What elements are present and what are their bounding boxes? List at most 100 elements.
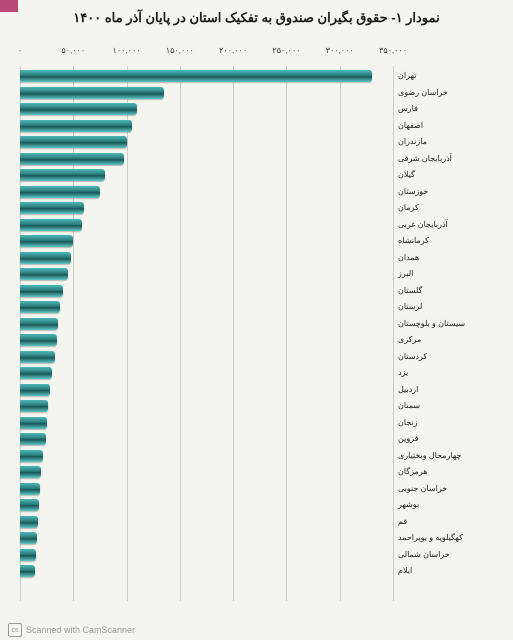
bar-label: یزد xyxy=(398,365,408,382)
bar xyxy=(20,252,71,264)
bar xyxy=(20,285,63,297)
corner-accent xyxy=(0,0,18,12)
bar-row: کردستان xyxy=(20,349,393,366)
x-tick: ۵۰,۰۰۰ xyxy=(61,46,85,55)
bar xyxy=(20,103,137,115)
bar xyxy=(20,450,43,462)
bar xyxy=(20,532,37,544)
bar-label: ایلام xyxy=(398,563,412,580)
bar-label: اصفهان xyxy=(398,118,423,135)
bar xyxy=(20,433,46,445)
bar-label: کرمان xyxy=(398,200,419,217)
bar-row: آذربایجان غربی xyxy=(20,217,393,234)
bar-row: همدان xyxy=(20,250,393,267)
bar xyxy=(20,466,41,478)
bar xyxy=(20,565,35,577)
x-tick: ۱۵۰,۰۰۰ xyxy=(166,46,194,55)
bar xyxy=(20,268,68,280)
bar-label: گیلان xyxy=(398,167,415,184)
bar xyxy=(20,169,105,181)
bar-row: اصفهان xyxy=(20,118,393,135)
bar-row: اردبیل xyxy=(20,382,393,399)
x-tick: ۰ xyxy=(18,46,22,55)
bar-label: گلستان xyxy=(398,283,422,300)
bar xyxy=(20,417,47,429)
bar-row: خراسان شمالی xyxy=(20,547,393,564)
bar xyxy=(20,549,36,561)
bar-row: یزد xyxy=(20,365,393,382)
bar xyxy=(20,499,39,511)
bar-label: قزوین xyxy=(398,431,418,448)
bar-label: خوزستان xyxy=(398,184,428,201)
bar-label: کردستان xyxy=(398,349,427,366)
bar-label: سمنان xyxy=(398,398,420,415)
bar xyxy=(20,219,82,231)
bar-row: قم xyxy=(20,514,393,531)
bar-label: قم xyxy=(398,514,407,531)
bar-row: تهران xyxy=(20,68,393,85)
x-tick: ۲۰۰,۰۰۰ xyxy=(219,46,247,55)
bar xyxy=(20,384,50,396)
bar-label: فارس xyxy=(398,101,418,118)
x-tick: ۳۵۰,۰۰۰ xyxy=(379,46,407,55)
chart-title: نمودار ۱- حقوق بگیران صندوق به تفکیک است… xyxy=(0,0,513,31)
grid-line xyxy=(393,66,394,601)
bar-row: فارس xyxy=(20,101,393,118)
bar-row: هرمزگان xyxy=(20,464,393,481)
bar-row: خوزستان xyxy=(20,184,393,201)
bar-row: لرستان xyxy=(20,299,393,316)
bar-label: خراسان شمالی xyxy=(398,547,450,564)
bar-label: زنجان xyxy=(398,415,418,432)
bar xyxy=(20,301,60,313)
bar-label: مازندران xyxy=(398,134,427,151)
bar xyxy=(20,153,124,165)
bar xyxy=(20,334,57,346)
bar-label: بوشهر xyxy=(398,497,419,514)
bars-container: تهرانخراسان رضویفارساصفهانمازندرانآذربای… xyxy=(20,68,393,601)
scan-footer: cs Scanned with CamScanner xyxy=(8,623,135,637)
bar-row: خراسان جنوبی xyxy=(20,481,393,498)
bar xyxy=(20,70,372,82)
bar xyxy=(20,87,164,99)
bar xyxy=(20,120,132,132)
bar-row: گیلان xyxy=(20,167,393,184)
bar-row: کهگیلویه و بویراحمد xyxy=(20,530,393,547)
bar-label: اردبیل xyxy=(398,382,418,399)
bar xyxy=(20,367,52,379)
bar-label: آذربایجان غربی xyxy=(398,217,448,234)
x-tick: ۲۵۰,۰۰۰ xyxy=(272,46,300,55)
bar-label: البرز xyxy=(398,266,413,283)
bar-label: هرمزگان xyxy=(398,464,427,481)
bar-row: مازندران xyxy=(20,134,393,151)
bar xyxy=(20,400,48,412)
bar xyxy=(20,186,100,198)
bar-label: مرکزی xyxy=(398,332,421,349)
x-axis-labels: ۰۵۰,۰۰۰۱۰۰,۰۰۰۱۵۰,۰۰۰۲۰۰,۰۰۰۲۵۰,۰۰۰۳۰۰,۰… xyxy=(20,46,393,66)
bar-label: آذربایجان شرقی xyxy=(398,151,452,168)
bar-row: بوشهر xyxy=(20,497,393,514)
chart-area: ۰۵۰,۰۰۰۱۰۰,۰۰۰۱۵۰,۰۰۰۲۰۰,۰۰۰۲۵۰,۰۰۰۳۰۰,۰… xyxy=(10,46,503,601)
camscanner-icon: cs xyxy=(8,623,22,637)
bar-row: گلستان xyxy=(20,283,393,300)
bar-label: همدان xyxy=(398,250,419,267)
bar-label: تهران xyxy=(398,68,416,85)
bar-label: چهارمحال وبختیاری xyxy=(398,448,462,465)
bar-label: خراسان جنوبی xyxy=(398,481,447,498)
x-tick: ۳۰۰,۰۰۰ xyxy=(326,46,354,55)
bar xyxy=(20,318,58,330)
bar-row: زنجان xyxy=(20,415,393,432)
bar xyxy=(20,351,55,363)
bar-row: آذربایجان شرقی xyxy=(20,151,393,168)
bar xyxy=(20,202,84,214)
bar xyxy=(20,235,73,247)
bar-row: کرمان xyxy=(20,200,393,217)
bar-row: چهارمحال وبختیاری xyxy=(20,448,393,465)
bar-label: کرمانشاه xyxy=(398,233,429,250)
bar-row: قزوین xyxy=(20,431,393,448)
bar-label: لرستان xyxy=(398,299,422,316)
bar xyxy=(20,136,127,148)
bar-row: کرمانشاه xyxy=(20,233,393,250)
footer-text: Scanned with CamScanner xyxy=(26,625,135,635)
bar-row: مرکزی xyxy=(20,332,393,349)
bar-label: خراسان رضوی xyxy=(398,85,448,102)
